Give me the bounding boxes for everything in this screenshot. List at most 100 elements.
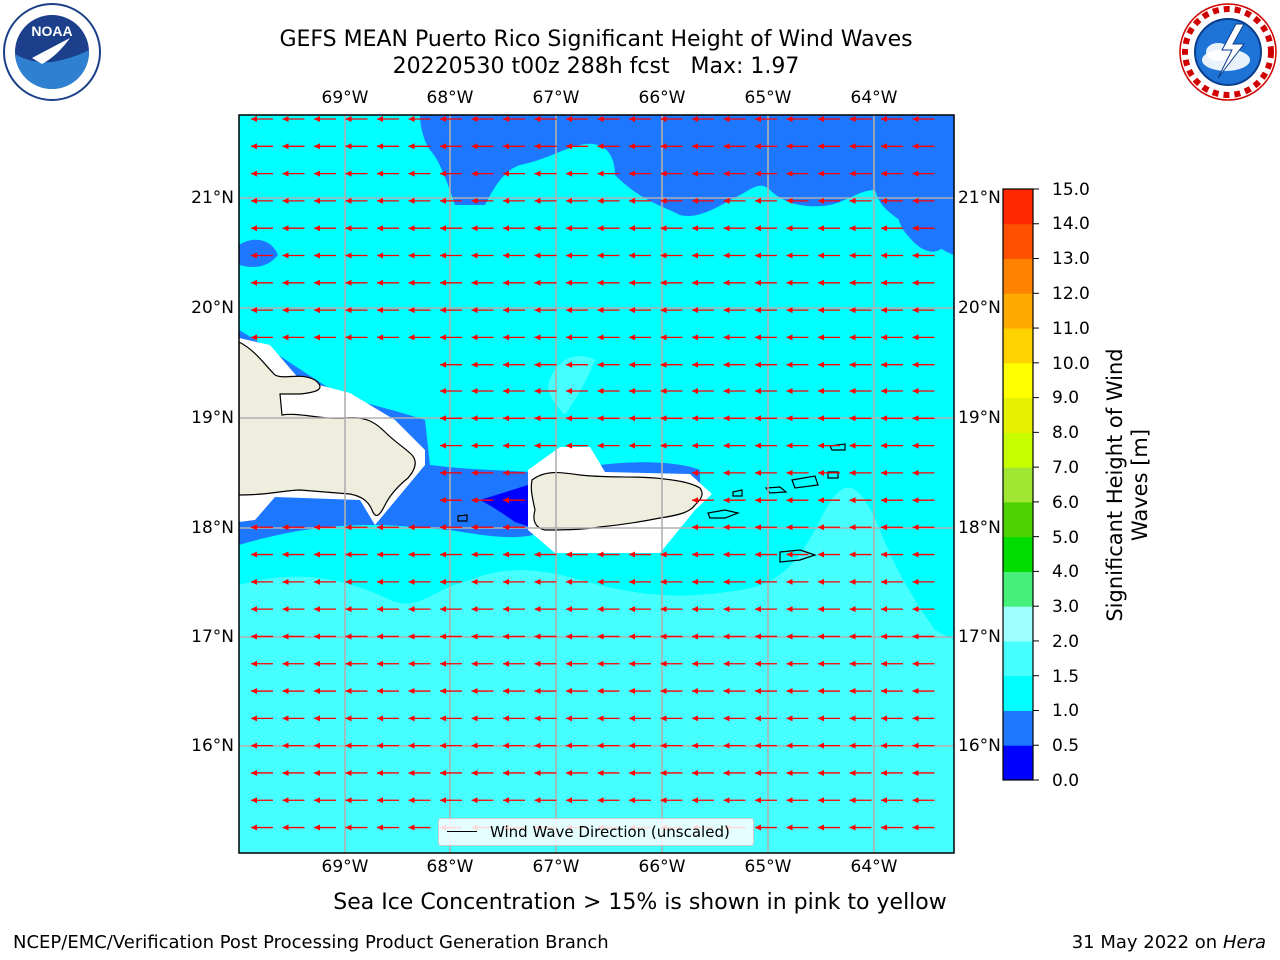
wind-wave-direction-arrow xyxy=(566,307,588,314)
wind-wave-direction-arrow xyxy=(755,633,777,640)
wind-wave-direction-arrow xyxy=(251,170,273,177)
wind-wave-direction-arrow xyxy=(723,279,746,286)
wind-wave-direction-arrow xyxy=(314,797,336,804)
wind-wave-direction-arrow xyxy=(912,824,935,831)
wind-wave-direction-arrow xyxy=(692,688,714,695)
undefined xyxy=(898,207,945,252)
colorbar-tick: 1.5 xyxy=(1052,667,1080,687)
noaa-logo: NOAA xyxy=(3,3,101,101)
legend-label: Wind Wave Direction (unscaled) xyxy=(490,823,730,841)
wind-wave-direction-arrow xyxy=(471,524,494,531)
wind-wave-direction-arrow xyxy=(723,688,746,695)
wind-wave-direction-arrow xyxy=(282,197,305,204)
wind-wave-direction-arrow xyxy=(503,551,525,558)
wind-wave-direction-arrow xyxy=(692,415,714,422)
wind-wave-direction-arrow xyxy=(282,824,305,831)
wind-wave-direction-arrow xyxy=(660,388,683,394)
wind-wave-direction-arrow xyxy=(534,143,557,150)
wind-wave-direction-arrow xyxy=(408,197,431,204)
wind-wave-direction-arrow xyxy=(345,279,368,286)
wind-wave-direction-arrow xyxy=(282,688,305,695)
wind-wave-direction-arrow xyxy=(345,524,368,531)
wind-wave-direction-arrow xyxy=(503,524,525,531)
colorbar-tick: 1.0 xyxy=(1052,701,1080,721)
wind-wave-direction-arrow xyxy=(881,442,903,449)
lon-label-bottom-68w: 68°W xyxy=(426,857,474,877)
wind-wave-direction-arrow xyxy=(345,170,368,177)
wind-wave-direction-arrow xyxy=(503,388,525,394)
wind-wave-direction-arrow xyxy=(692,170,714,177)
wind-wave-direction-arrow xyxy=(503,334,525,341)
wind-wave-direction-arrow xyxy=(786,225,809,232)
wind-wave-direction-arrow xyxy=(534,688,557,695)
wind-wave-direction-arrow xyxy=(849,769,872,776)
wind-wave-direction-arrow xyxy=(786,633,809,640)
wind-wave-direction-arrow xyxy=(282,225,305,232)
wind-wave-direction-arrow xyxy=(251,824,273,831)
wind-wave-direction-arrow xyxy=(692,225,714,232)
wind-wave-direction-arrow xyxy=(597,442,620,449)
wind-wave-direction-arrow xyxy=(912,769,935,776)
lat-label-right-17n: 17°N xyxy=(958,627,1001,647)
wind-wave-direction-arrow xyxy=(345,143,368,150)
wind-wave-direction-arrow xyxy=(471,361,494,368)
wind-wave-direction-arrow xyxy=(755,170,777,177)
wind-wave-direction-arrow xyxy=(377,279,399,286)
wind-wave-direction-arrow xyxy=(597,660,620,667)
map-frame xyxy=(238,114,955,854)
wind-wave-direction-arrow xyxy=(755,252,777,259)
wind-wave-direction-arrow xyxy=(755,715,777,722)
wind-wave-direction-arrow xyxy=(881,551,903,558)
wind-wave-direction-arrow xyxy=(471,578,494,585)
wind-wave-direction-arrow xyxy=(818,442,840,449)
wind-wave-direction-arrow xyxy=(755,497,777,504)
wind-wave-direction-arrow xyxy=(251,116,273,122)
wind-wave-direction-arrow xyxy=(723,742,746,749)
colorbar-segment xyxy=(1003,640,1033,677)
wind-wave-direction-arrow xyxy=(377,551,399,558)
colorbar-tick: 8.0 xyxy=(1052,423,1080,443)
wind-wave-direction-arrow xyxy=(660,279,683,286)
wind-wave-direction-arrow xyxy=(597,334,620,341)
wind-wave-direction-arrow xyxy=(440,361,462,368)
wind-wave-direction-arrow xyxy=(345,252,368,259)
wind-wave-direction-arrow xyxy=(818,334,840,341)
wind-wave-direction-arrow xyxy=(818,742,840,749)
wind-wave-direction-arrow xyxy=(377,252,399,259)
lon-label-top-68w: 68°W xyxy=(426,88,474,108)
wind-wave-direction-arrow xyxy=(755,361,777,368)
wind-wave-direction-arrow xyxy=(755,116,777,122)
wind-wave-direction-arrow xyxy=(849,361,872,368)
wind-wave-direction-arrow xyxy=(377,769,399,776)
undefined xyxy=(548,356,595,415)
wind-wave-direction-arrow xyxy=(692,660,714,667)
wind-wave-direction-arrow xyxy=(881,797,903,804)
wind-wave-direction-arrow xyxy=(818,116,840,122)
wind-wave-direction-arrow xyxy=(345,797,368,804)
wind-wave-direction-arrow xyxy=(534,578,557,585)
wind-wave-direction-arrow xyxy=(786,307,809,314)
land-puerto-rico xyxy=(530,472,703,531)
wind-wave-direction-arrow xyxy=(314,715,336,722)
wind-wave-direction-arrow xyxy=(408,715,431,722)
wind-wave-direction-arrow xyxy=(881,742,903,749)
wind-wave-direction-arrow xyxy=(251,197,273,204)
wind-wave-direction-arrow xyxy=(597,361,620,368)
wind-wave-direction-arrow xyxy=(597,742,620,749)
wind-wave-direction-arrow xyxy=(786,578,809,585)
colorbar-segment xyxy=(1003,293,1033,329)
wind-wave-direction-arrow xyxy=(660,252,683,259)
wind-wave-direction-arrow xyxy=(408,279,431,286)
wind-wave-direction-arrow xyxy=(629,415,651,422)
footer-date: 31 May 2022 on Hera xyxy=(1072,932,1266,953)
wind-wave-direction-arrow xyxy=(849,688,872,695)
wind-wave-direction-arrow xyxy=(471,469,494,476)
wind-wave-direction-arrow xyxy=(471,606,494,613)
wind-wave-direction-arrow xyxy=(408,551,431,558)
wind-wave-direction-arrow xyxy=(314,769,336,776)
wind-wave-direction-arrow xyxy=(818,715,840,722)
wind-wave-direction-arrow xyxy=(692,307,714,314)
wind-wave-direction-arrow xyxy=(849,551,872,558)
wind-wave-direction-arrow xyxy=(849,307,872,314)
wind-wave-direction-arrow xyxy=(345,225,368,232)
